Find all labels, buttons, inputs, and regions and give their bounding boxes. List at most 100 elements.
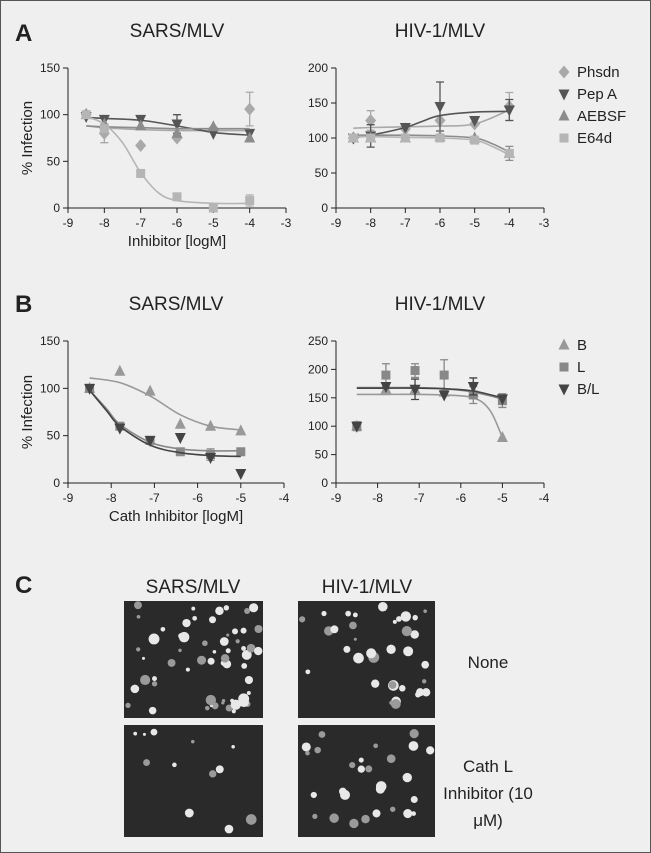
cell bbox=[330, 625, 339, 634]
cell bbox=[241, 649, 252, 660]
legend-marker bbox=[558, 338, 570, 350]
x-tick-label: -9 bbox=[63, 491, 74, 505]
cell bbox=[401, 625, 412, 637]
x-tick-label: -8 bbox=[99, 216, 110, 230]
cell bbox=[150, 728, 158, 736]
cell bbox=[314, 746, 321, 754]
data-point bbox=[135, 119, 147, 131]
y-tick-label: 0 bbox=[53, 476, 60, 490]
data-point bbox=[84, 383, 96, 395]
data-point bbox=[470, 135, 480, 145]
cell bbox=[399, 685, 406, 692]
data-point bbox=[81, 110, 91, 120]
data-point bbox=[400, 133, 410, 143]
data-point bbox=[504, 148, 514, 158]
y-tick-label: 150 bbox=[308, 391, 328, 405]
data-point bbox=[365, 114, 377, 127]
x-tick-label: -7 bbox=[149, 491, 160, 505]
cell bbox=[231, 628, 238, 635]
x-tick-label: -6 bbox=[435, 216, 446, 230]
cell bbox=[254, 646, 263, 656]
legend-label: Phsdn bbox=[577, 64, 620, 81]
cell bbox=[386, 754, 396, 764]
fit-curve bbox=[353, 109, 510, 129]
data-point bbox=[207, 128, 219, 140]
data-point bbox=[174, 433, 186, 445]
cell bbox=[408, 741, 419, 751]
data-point bbox=[348, 133, 358, 143]
legend-marker bbox=[558, 109, 570, 121]
legend-label: E64d bbox=[577, 130, 612, 147]
data-point bbox=[245, 196, 255, 206]
data-point bbox=[144, 384, 156, 396]
cell bbox=[185, 667, 190, 672]
data-point bbox=[172, 192, 182, 202]
cell bbox=[226, 633, 230, 637]
y-tick-label: 250 bbox=[308, 334, 328, 348]
fit-curve bbox=[356, 393, 504, 438]
cell bbox=[167, 658, 176, 667]
cell bbox=[378, 601, 388, 612]
cell bbox=[411, 811, 416, 816]
cell bbox=[390, 699, 401, 709]
cell bbox=[192, 615, 197, 621]
cell bbox=[421, 660, 430, 669]
cell bbox=[358, 757, 364, 763]
cell bbox=[246, 643, 256, 653]
cell bbox=[353, 652, 364, 664]
cell bbox=[212, 649, 217, 654]
legend-marker bbox=[558, 89, 570, 101]
data-point bbox=[469, 116, 481, 127]
data-point bbox=[439, 370, 449, 380]
cell bbox=[244, 608, 251, 614]
x-tick-label: -3 bbox=[281, 216, 292, 230]
data-point bbox=[366, 133, 376, 143]
data-point bbox=[99, 124, 109, 134]
cell bbox=[178, 648, 182, 653]
chart-title: HIV-1/MLV bbox=[395, 21, 486, 42]
data-point bbox=[175, 447, 185, 457]
cell bbox=[205, 694, 217, 706]
cell bbox=[215, 765, 224, 774]
cell bbox=[207, 657, 215, 665]
cell bbox=[349, 762, 356, 769]
cell bbox=[151, 681, 158, 687]
cell bbox=[197, 655, 207, 665]
x-tick-label: -3 bbox=[539, 216, 550, 230]
cell bbox=[375, 784, 385, 794]
cell bbox=[130, 684, 140, 694]
y-tick-label: 150 bbox=[40, 334, 60, 348]
cell bbox=[240, 627, 247, 634]
cell bbox=[305, 750, 310, 756]
cell bbox=[231, 709, 236, 714]
column-title: HIV-1/MLV bbox=[322, 577, 413, 598]
cell bbox=[423, 609, 427, 613]
micrograph bbox=[298, 601, 435, 718]
cell bbox=[372, 809, 381, 818]
cell bbox=[215, 606, 224, 616]
x-tick-label: -4 bbox=[279, 491, 290, 505]
x-tick-label: -7 bbox=[135, 216, 146, 230]
cell bbox=[133, 601, 142, 610]
data-point bbox=[236, 447, 246, 457]
x-tick-label: -5 bbox=[208, 216, 219, 230]
data-point bbox=[174, 417, 186, 429]
cell bbox=[202, 640, 208, 647]
cell bbox=[142, 732, 146, 736]
y-tick-label: 100 bbox=[308, 419, 328, 433]
cell bbox=[125, 702, 131, 709]
cell bbox=[238, 693, 250, 705]
data-point bbox=[235, 424, 247, 436]
cell bbox=[148, 633, 160, 645]
cell bbox=[388, 681, 397, 689]
cell bbox=[403, 809, 413, 819]
cell bbox=[224, 824, 234, 834]
panel-letter: A bbox=[15, 20, 32, 47]
x-tick-label: -7 bbox=[400, 216, 411, 230]
x-axis-label: Inhibitor [logM] bbox=[128, 233, 226, 250]
cell bbox=[209, 616, 217, 624]
data-point bbox=[205, 419, 217, 431]
data-point bbox=[114, 364, 126, 376]
y-tick-label: 50 bbox=[47, 154, 61, 168]
row-label: None bbox=[467, 653, 509, 672]
